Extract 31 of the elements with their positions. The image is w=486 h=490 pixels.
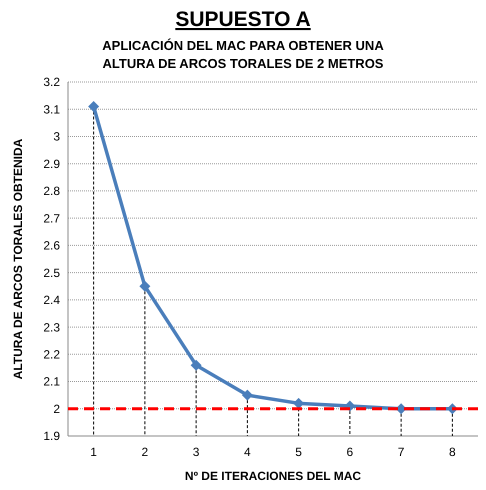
y-tick-label: 3.2 (43, 75, 60, 90)
y-tick-label: 2.5 (43, 266, 60, 280)
point (293, 398, 304, 409)
point (242, 390, 253, 401)
x-tick-label: 3 (192, 445, 200, 459)
y-tick-label: 2.4 (43, 293, 60, 308)
y-tick-label: 2.9 (43, 156, 60, 171)
x-tick-label: 2 (142, 445, 149, 459)
y-tick-label: 3.1 (43, 102, 60, 116)
y-tick-label: 2.2 (43, 348, 60, 362)
y-tick-label: 2.7 (43, 211, 60, 226)
point (139, 280, 150, 292)
y-tick-label: 2.8 (43, 184, 60, 198)
point (190, 360, 202, 371)
x-axis-title: Nº DE ITERACIONES DEL MAC (184, 469, 362, 483)
chart-subtitle: APLICACIÓN DEL MAC PARA OBTENER UNA ALTURA DE ARCOS TORALES DE 2 METROS (102, 38, 384, 71)
y-tick-label: 2.1 (43, 374, 60, 389)
x-tick-label: 4 (244, 445, 252, 459)
y-tick-label: 2.6 (43, 238, 60, 253)
x-tick-label: 5 (295, 445, 302, 459)
x-tick-label: 1 (90, 445, 98, 459)
x-tick-label: 8 (449, 445, 456, 459)
y-tick-label: 2.3 (43, 320, 60, 334)
point (88, 101, 100, 112)
y-axis-title: ALTURA DE ARCOS TORALES OBTENIDA (11, 138, 25, 380)
y-tick-label: 3 (53, 130, 60, 144)
y-tick-label: 1.9 (43, 429, 60, 444)
chart-title: SUPUESTO A (175, 8, 311, 31)
x-tick-label: 7 (398, 445, 405, 459)
x-tick-label: 6 (346, 445, 354, 459)
y-tick-label: 2 (53, 402, 60, 416)
